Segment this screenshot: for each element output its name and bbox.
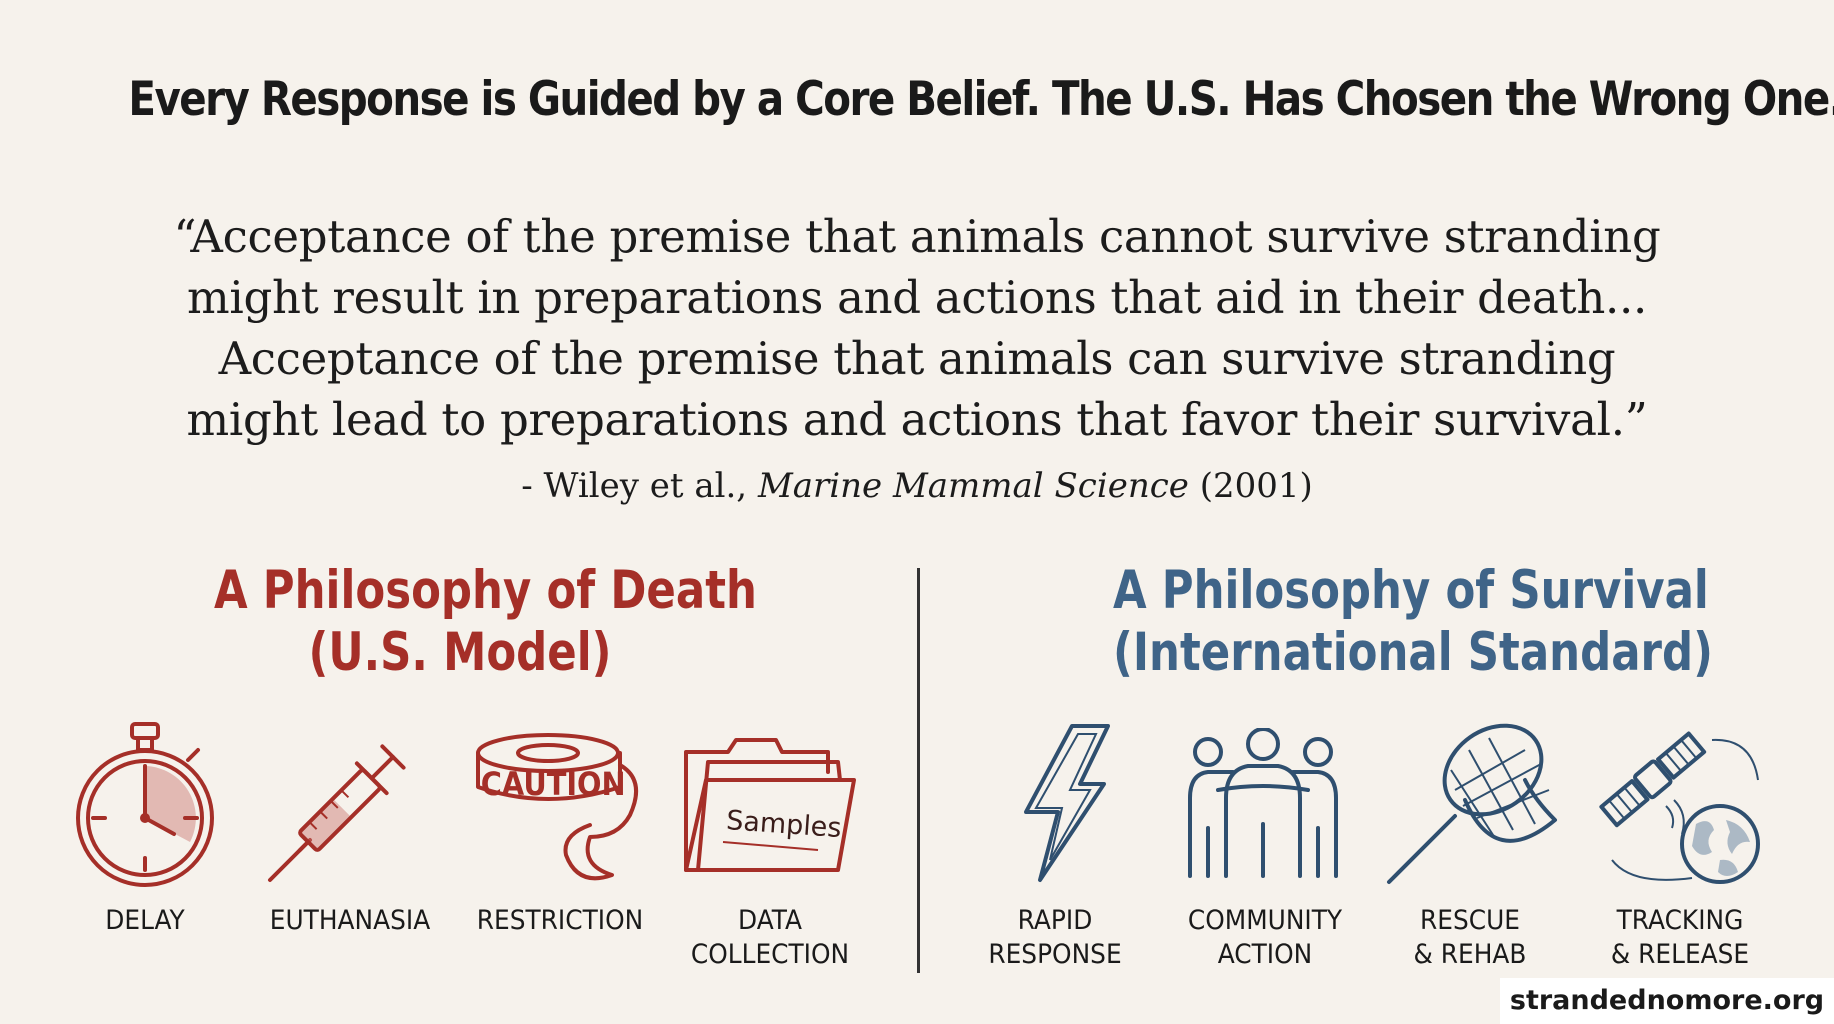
column-divider bbox=[917, 568, 920, 973]
restriction-label: RESTRICTION bbox=[476, 905, 644, 936]
survival-heading-line1: A Philosophy of Survival bbox=[1113, 560, 1709, 621]
syringe-icon bbox=[268, 744, 406, 882]
page-title: Every Response is Guided by a Core Belie… bbox=[128, 72, 1834, 127]
death-heading: A Philosophy of Death (U.S. Model) bbox=[214, 560, 757, 684]
caution-tape-icon: CAUTION bbox=[476, 733, 639, 881]
quote-line: might result in preparations and actions… bbox=[186, 271, 1648, 324]
folder-icon: Samples bbox=[684, 738, 856, 872]
quote-line: Acceptance of the premise that animals c… bbox=[218, 332, 1616, 385]
survival-heading: A Philosophy of Survival (International … bbox=[1113, 560, 1713, 684]
delay-label: DELAY bbox=[105, 905, 185, 936]
rescue-rehab-label: RESCUE & REHAB bbox=[1413, 905, 1527, 970]
community-action-label: COMMUNITY ACTION bbox=[1187, 905, 1343, 970]
euthanasia-label: EUTHANASIA bbox=[269, 905, 431, 936]
stopwatch-icon bbox=[76, 722, 214, 887]
death-heading-line1: A Philosophy of Death bbox=[214, 560, 757, 621]
quote-block: “Acceptance of the premise that animals … bbox=[100, 206, 1734, 450]
lightning-bolt-icon bbox=[1024, 724, 1110, 882]
data-collection-label: DATA COLLECTION bbox=[690, 905, 850, 970]
quote-citation: - Wiley et al., Marine Mammal Science (2… bbox=[0, 466, 1834, 506]
death-heading-line2: (U.S. Model) bbox=[308, 622, 612, 683]
survival-heading-line2: (International Standard) bbox=[1113, 622, 1713, 683]
caution-text: CAUTION bbox=[481, 767, 626, 804]
citation-journal: Marine Mammal Science bbox=[757, 466, 1189, 506]
tracking-release-label: TRACKING & RELEASE bbox=[1610, 905, 1750, 970]
net-icon bbox=[1387, 723, 1557, 884]
rapid-response-label: RAPID RESPONSE bbox=[988, 905, 1122, 970]
quote-line: might lead to preparations and actions t… bbox=[186, 393, 1648, 446]
citation-author: - Wiley et al., bbox=[521, 466, 758, 506]
citation-year: (2001) bbox=[1188, 466, 1313, 506]
satellite-globe-icon bbox=[1599, 731, 1760, 884]
samples-text: Samples bbox=[725, 805, 842, 844]
website-link[interactable]: strandednomore.org bbox=[1500, 978, 1834, 1024]
people-group-icon bbox=[1188, 728, 1338, 878]
quote-line: “Acceptance of the premise that animals … bbox=[173, 210, 1661, 263]
